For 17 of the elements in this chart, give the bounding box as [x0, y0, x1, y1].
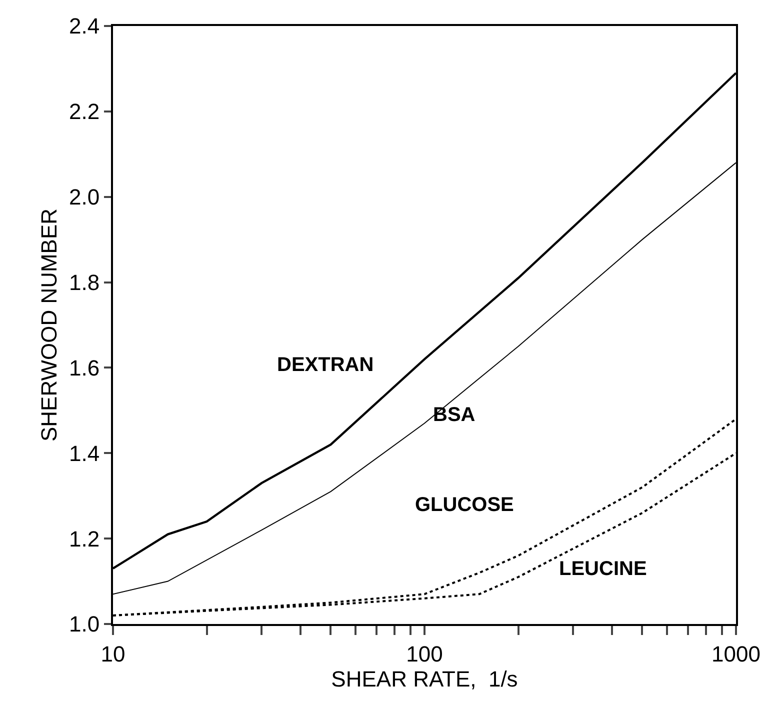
y-tick-label: 1.6	[69, 355, 100, 380]
series-label: DEXTRAN	[277, 354, 374, 376]
y-tick-label: 2.2	[69, 99, 100, 124]
x-tick-label: 100	[406, 641, 443, 666]
x-tick-label: 1000	[712, 641, 760, 666]
x-tick-label: 10	[100, 641, 126, 666]
y-tick-label: 1.2	[69, 526, 100, 552]
y-tick-label: 1.0	[69, 612, 100, 637]
y-tick-label: 2.0	[69, 184, 100, 210]
series-label: BSA	[433, 404, 476, 426]
x-axis-title: SHEAR RATE, 1/s	[331, 666, 518, 692]
series-label: GLUCOSE	[415, 494, 514, 516]
y-tick-label: 1.4	[69, 440, 100, 466]
y-axis-title: SHERWOOD NUMBER	[36, 208, 62, 442]
y-tick-label: 1.8	[69, 270, 100, 295]
y-tick-label: 2.4	[69, 14, 100, 39]
series-label: LEUCINE	[559, 558, 647, 580]
